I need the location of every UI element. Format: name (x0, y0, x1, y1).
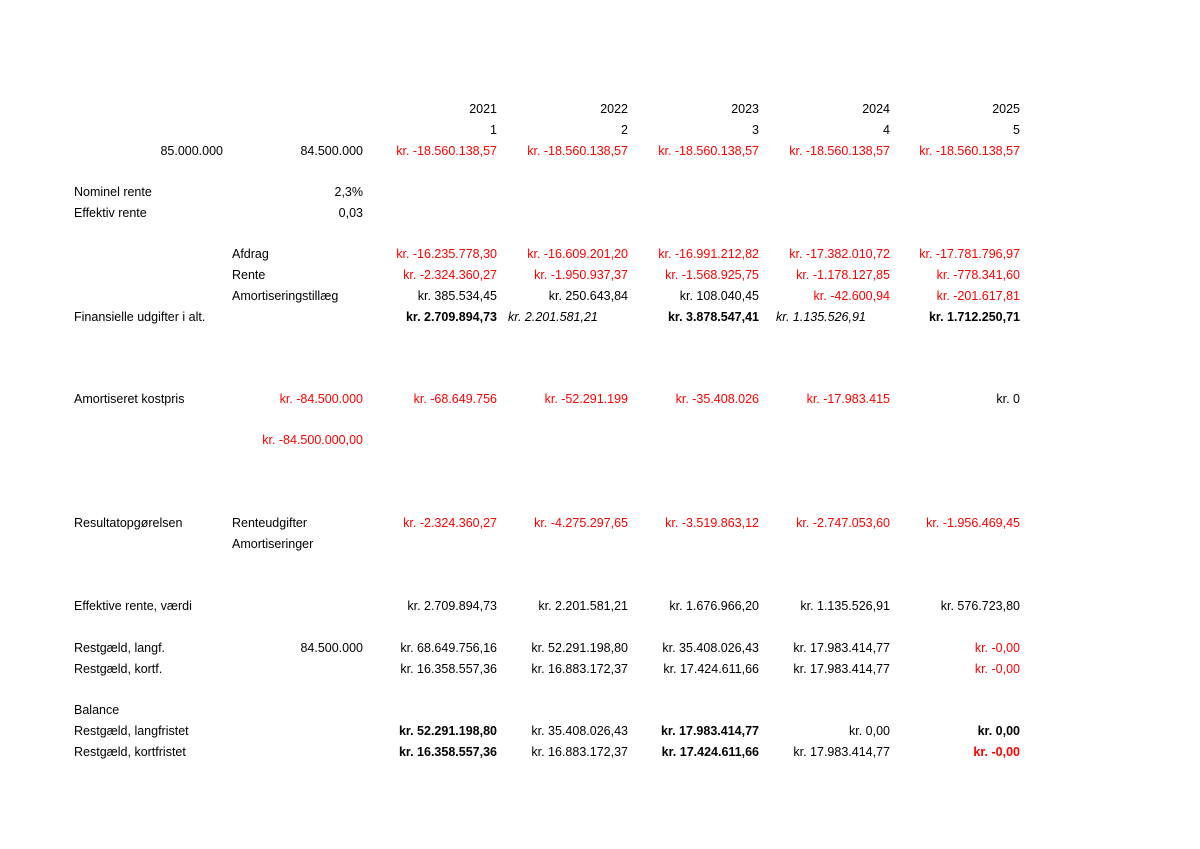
period-5: 5 (1013, 123, 1020, 137)
amortization-surcharge-label: Amortiseringstillæg (232, 289, 339, 303)
balance-long-2025: kr. 0,00 (977, 724, 1020, 738)
period-4: 4 (883, 123, 890, 137)
afdrag-2021: kr. -16.235.778,30 (396, 247, 497, 261)
balance-short-2022: kr. 16.883.172,37 (531, 745, 628, 759)
payment-2022: kr. -18.560.138,57 (527, 144, 628, 158)
payment-2025: kr. -18.560.138,57 (919, 144, 1020, 158)
nominal-rate-value: 2,3% (334, 185, 364, 199)
balance-short-2023: kr. 17.424.611,66 (661, 745, 759, 759)
interest-expense-2021: kr. -2.324.360,27 (403, 516, 497, 530)
period-3: 3 (752, 123, 759, 137)
amortized-cost-2021: kr. -68.649.756 (413, 392, 497, 406)
balance-short-2025: kr. -0,00 (973, 745, 1020, 759)
rente-label: Rente (232, 268, 266, 282)
remaining-debt-long-label: Restgæld, langf. (74, 641, 166, 655)
interest-expense-2024: kr. -2.747.053,60 (796, 516, 890, 530)
afdrag-2025: kr. -17.781.796,97 (919, 247, 1020, 261)
amortized-cost-2025: kr. 0 (996, 392, 1020, 406)
afdrag-label: Afdrag (232, 247, 269, 261)
balance-long-2024: kr. 0,00 (849, 724, 890, 738)
net-proceeds: 84.500.000 (300, 144, 363, 158)
balance-long-2021: kr. 52.291.198,80 (398, 724, 497, 738)
rente-2022: kr. -1.950.937,37 (534, 268, 628, 282)
rente-2024: kr. -1.178.127,85 (796, 268, 890, 282)
financial-total-2023: kr. 3.878.547,41 (667, 310, 759, 324)
interest-expense-2023: kr. -3.519.863,12 (665, 516, 759, 530)
year-2024: 2024 (862, 102, 890, 116)
amortized-cost-2023: kr. -35.408.026 (675, 392, 759, 406)
balance-long-2022: kr. 35.408.026,43 (531, 724, 628, 738)
remaining-debt-long-2023: kr. 35.408.026,43 (662, 641, 759, 655)
interest-expense-label: Renteudgifter (232, 516, 308, 530)
nominal-rate-label: Nominel rente (74, 185, 152, 199)
year-2025: 2025 (992, 102, 1020, 116)
payment-2023: kr. -18.560.138,57 (658, 144, 759, 158)
effective-interest-2024: kr. 1.135.526,91 (800, 599, 890, 613)
loan-amount: 85.000.000 (160, 144, 223, 158)
amortized-cost-initial: kr. -84.500.000 (279, 392, 363, 406)
amort-2023: kr. 108.040,45 (679, 289, 759, 303)
amort-2022: kr. 250.643,84 (548, 289, 628, 303)
effective-rate-value: 0,03 (338, 206, 363, 220)
remaining-debt-long-2022: kr. 52.291.198,80 (531, 641, 628, 655)
remaining-debt-long-2025: kr. -0,00 (974, 641, 1020, 655)
balance-short-label: Restgæld, kortfristet (74, 745, 186, 759)
amortized-cost-label: Amortiseret kostpris (74, 392, 185, 406)
remaining-debt-short-2025: kr. -0,00 (974, 662, 1020, 676)
amort-2021: kr. 385.534,45 (417, 289, 497, 303)
rente-2021: kr. -2.324.360,27 (403, 268, 497, 282)
amortizations-label: Amortiseringer (232, 537, 314, 551)
balance-short-2024: kr. 17.983.414,77 (793, 745, 890, 759)
interest-expense-2025: kr. -1.956.469,45 (926, 516, 1020, 530)
payment-2024: kr. -18.560.138,57 (789, 144, 890, 158)
interest-expense-2022: kr. -4.275.297,65 (534, 516, 628, 530)
remaining-debt-short-2022: kr. 16.883.172,37 (531, 662, 628, 676)
financial-total-2025: kr. 1.712.250,71 (928, 310, 1020, 324)
effective-rate-label: Effektiv rente (74, 206, 147, 220)
financial-total-2021: kr. 2.709.894,73 (405, 310, 497, 324)
amortized-cost-2024: kr. -17.983.415 (806, 392, 890, 406)
remaining-debt-long-initial: 84.500.000 (300, 641, 363, 655)
income-statement-label: Resultatopgørelsen (74, 516, 183, 530)
effective-interest-2021: kr. 2.709.894,73 (407, 599, 497, 613)
financial-total-2024: kr. 1.135.526,91 (776, 310, 866, 324)
year-2023: 2023 (731, 102, 759, 116)
effective-interest-label: Effektive rente, værdi (74, 599, 192, 613)
effective-interest-2022: kr. 2.201.581,21 (538, 599, 628, 613)
remaining-debt-long-2024: kr. 17.983.414,77 (793, 641, 890, 655)
afdrag-2024: kr. -17.382.010,72 (789, 247, 890, 261)
balance-long-label: Restgæld, langfristet (74, 724, 189, 738)
financial-total-label: Finansielle udgifter i alt. (74, 310, 206, 324)
year-2021: 2021 (469, 102, 497, 116)
remaining-debt-long-2021: kr. 68.649.756,16 (400, 641, 497, 655)
period-1: 1 (490, 123, 497, 137)
amortized-cost-initial-exact: kr. -84.500.000,00 (262, 433, 363, 447)
balance-long-2023: kr. 17.983.414,77 (660, 724, 759, 738)
rente-2025: kr. -778.341,60 (936, 268, 1020, 282)
effective-interest-2025: kr. 576.723,80 (940, 599, 1020, 613)
rente-2023: kr. -1.568.925,75 (665, 268, 759, 282)
payment-2021: kr. -18.560.138,57 (396, 144, 497, 158)
financial-total-2022: kr. 2.201.581,21 (508, 310, 598, 324)
period-2: 2 (621, 123, 628, 137)
amort-2025: kr. -201.617,81 (936, 289, 1020, 303)
afdrag-2023: kr. -16.991.212,82 (658, 247, 759, 261)
remaining-debt-short-2021: kr. 16.358.557,36 (400, 662, 497, 676)
year-2022: 2022 (600, 102, 628, 116)
effective-interest-2023: kr. 1.676.966,20 (669, 599, 759, 613)
amortized-cost-2022: kr. -52.291.199 (544, 392, 628, 406)
remaining-debt-short-2023: kr. 17.424.611,66 (663, 662, 759, 676)
afdrag-2022: kr. -16.609.201,20 (527, 247, 628, 261)
amort-2024: kr. -42.600,94 (813, 289, 890, 303)
balance-short-2021: kr. 16.358.557,36 (398, 745, 497, 759)
remaining-debt-short-2024: kr. 17.983.414,77 (793, 662, 890, 676)
balance-label: Balance (74, 703, 120, 717)
remaining-debt-short-label: Restgæld, kortf. (74, 662, 163, 676)
